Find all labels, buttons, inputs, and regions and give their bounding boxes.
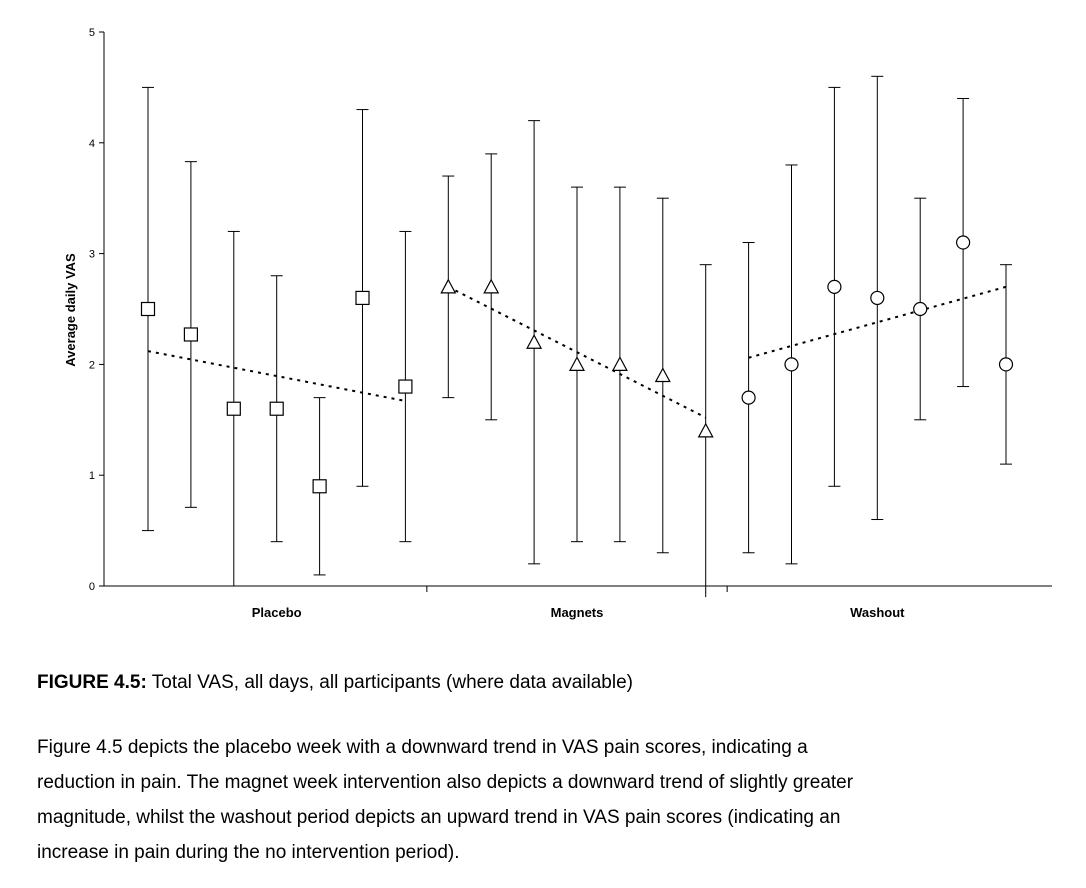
x-category-label: Washout bbox=[850, 605, 905, 620]
data-point-circle bbox=[955, 235, 971, 250]
data-point-triangle bbox=[440, 278, 457, 294]
x-category-label: Magnets bbox=[551, 605, 604, 620]
data-point-circle bbox=[827, 279, 842, 294]
data-point-triangle bbox=[483, 278, 500, 294]
y-tick-label: 3 bbox=[89, 249, 95, 261]
description-line: magnitude, whilst the washout period dep… bbox=[37, 807, 841, 828]
y-axis-title: Average daily VAS bbox=[63, 253, 78, 367]
data-point-circle bbox=[913, 301, 928, 317]
data-point-square bbox=[269, 401, 284, 416]
data-point-circle bbox=[741, 390, 756, 405]
trend-line bbox=[147, 350, 406, 402]
data-point-square bbox=[226, 401, 241, 416]
data-point-triangle bbox=[654, 367, 671, 383]
y-tick-label: 1 bbox=[89, 470, 95, 482]
description-line: increase in pain during the no intervent… bbox=[37, 842, 460, 863]
description-line: Figure 4.5 depicts the placebo week with… bbox=[37, 737, 808, 758]
figure-caption-text: Total VAS, all days, all participants (w… bbox=[146, 672, 633, 693]
data-point-square bbox=[140, 301, 156, 317]
figure-caption-label: FIGURE 4.5: bbox=[37, 672, 147, 693]
figure-description: Figure 4.5 depicts the placebo week with… bbox=[37, 730, 1077, 870]
figure-caption: FIGURE 4.5: Total VAS, all days, all par… bbox=[37, 672, 1077, 694]
y-tick-label: 5 bbox=[89, 27, 95, 39]
trend-line bbox=[447, 285, 707, 419]
data-point-square bbox=[355, 290, 370, 306]
data-point-circle bbox=[784, 357, 799, 372]
y-tick-label: 2 bbox=[89, 359, 95, 371]
y-tick-label: 4 bbox=[89, 138, 95, 150]
data-point-triangle bbox=[697, 422, 714, 438]
data-point-circle bbox=[998, 357, 1014, 372]
data-point-triangle bbox=[526, 333, 543, 349]
data-point-triangle bbox=[568, 356, 586, 371]
data-point-square bbox=[312, 479, 327, 494]
data-point-square bbox=[398, 379, 413, 394]
x-category-label: Placebo bbox=[252, 605, 302, 620]
data-point-circle bbox=[870, 290, 885, 306]
y-tick-label: 0 bbox=[89, 581, 95, 593]
data-point-triangle bbox=[611, 356, 628, 371]
description-line: reduction in pain. The magnet week inter… bbox=[37, 772, 854, 793]
vas-chart: Average daily VAS 0 1 2 3 4 5 Placebo Magnets Wa… bbox=[63, 27, 1052, 620]
data-point-square bbox=[183, 327, 198, 342]
